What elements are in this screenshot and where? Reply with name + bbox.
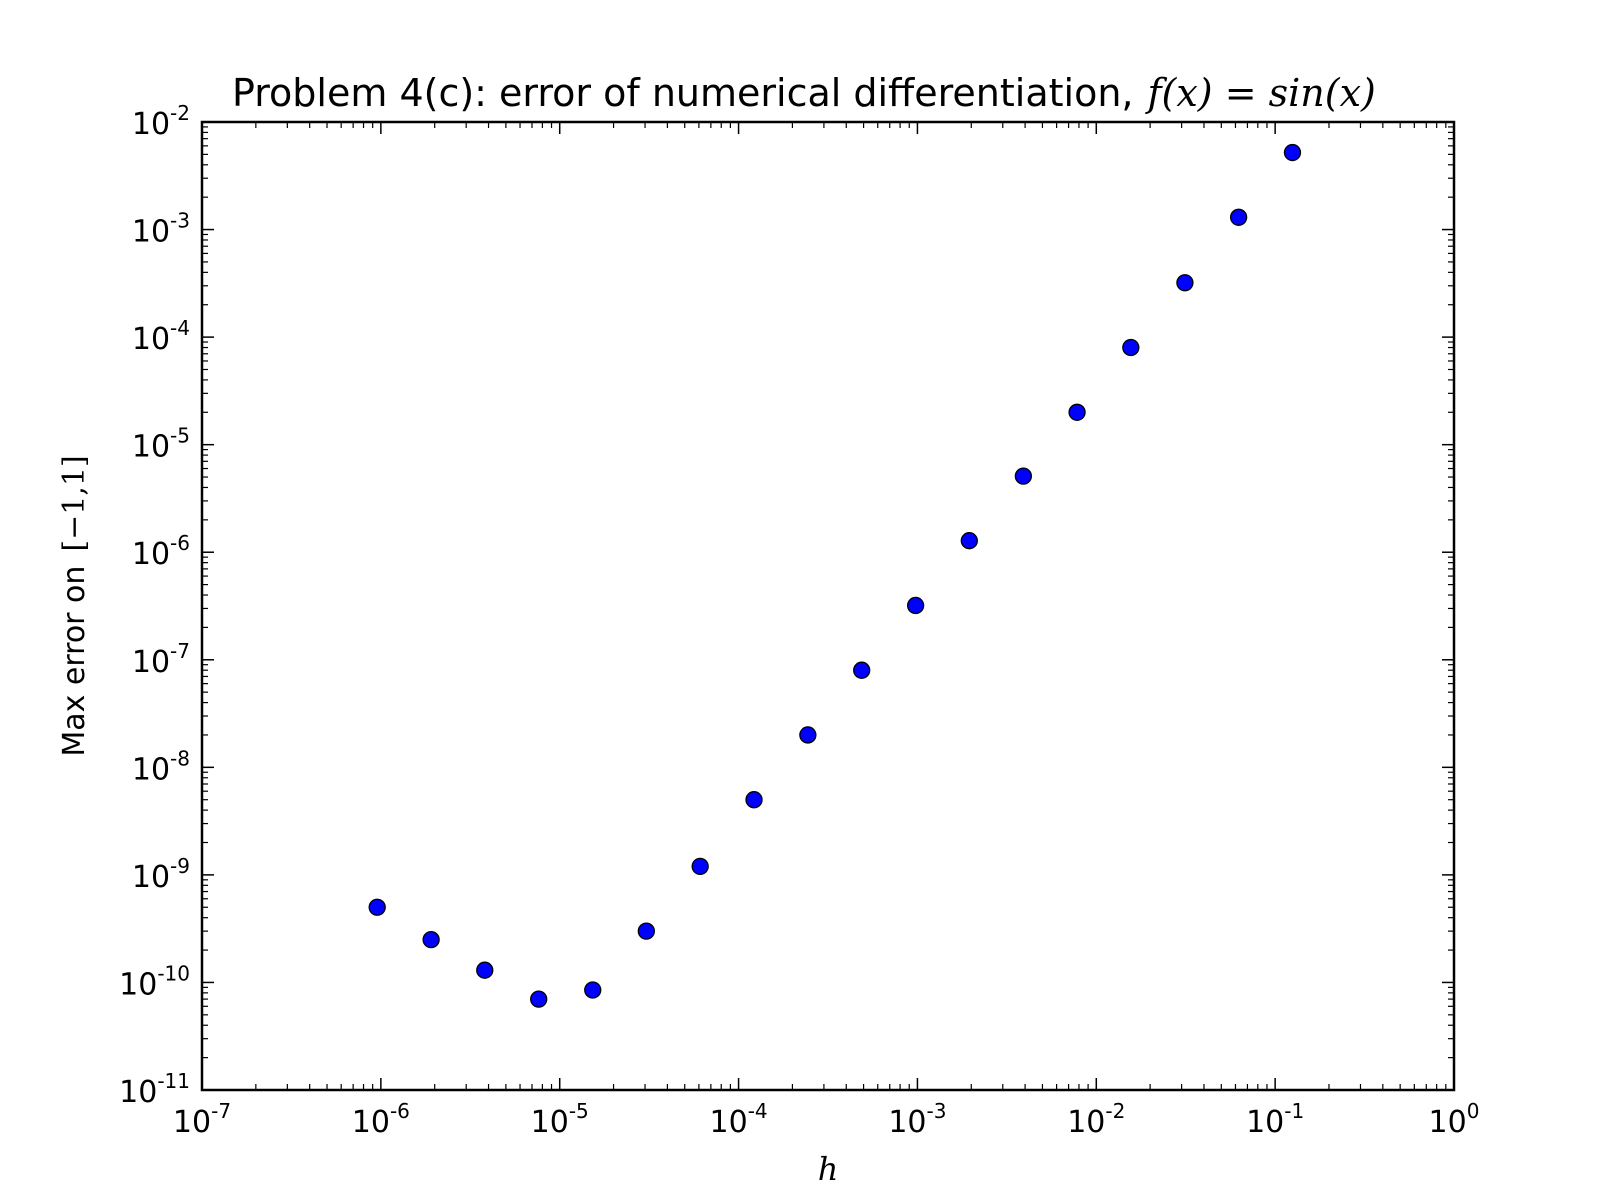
data-point xyxy=(1068,403,1086,421)
y-tick-label-exponent: -10 xyxy=(157,961,190,985)
x-tick-label-base: 10 xyxy=(1429,1105,1467,1140)
y-tick-label: 10-8 xyxy=(132,746,190,787)
x-tick-label-exponent: -7 xyxy=(211,1099,231,1123)
y-axis-label-text: Max error on xyxy=(57,566,92,757)
x-tick-label: 10-4 xyxy=(710,1099,768,1140)
chart-title-formula: f(x) = sin(x) xyxy=(1144,71,1375,115)
y-tick-label-exponent: -6 xyxy=(170,531,190,555)
x-tick-label-base: 10 xyxy=(1067,1105,1105,1140)
data-point xyxy=(637,922,655,940)
y-axis-tick-labels: 10-1110-1010-910-810-710-610-510-410-310… xyxy=(119,101,190,1110)
y-tick-label: 10-7 xyxy=(132,639,190,680)
x-tick-label-exponent: -5 xyxy=(569,1099,589,1123)
x-tick-label: 10-6 xyxy=(352,1099,410,1140)
data-point xyxy=(1229,208,1248,226)
y-tick-label-exponent: -8 xyxy=(170,746,190,770)
data-point xyxy=(799,726,817,744)
y-tick-label: 10-9 xyxy=(132,854,190,895)
x-tick-label-base: 10 xyxy=(352,1105,390,1140)
data-point xyxy=(906,596,925,615)
y-tick-label-base: 10 xyxy=(132,322,170,357)
y-tick-label-exponent: -3 xyxy=(170,209,190,233)
x-tick-label-exponent: -3 xyxy=(927,1099,947,1123)
x-tick-label-exponent: -4 xyxy=(748,1099,768,1123)
y-tick-label-base: 10 xyxy=(132,430,170,465)
data-point xyxy=(853,661,871,679)
svg-text:Problem 4(c): error of numeric: Problem 4(c): error of numerical differe… xyxy=(232,71,1376,115)
y-tick-label: 10-6 xyxy=(132,531,190,572)
y-tick-label-base: 10 xyxy=(132,645,170,680)
chart-title-text: Problem 4(c): error of numerical differe… xyxy=(232,71,1133,115)
y-tick-label: 10-4 xyxy=(132,316,190,357)
y-tick-label-base: 10 xyxy=(132,537,170,572)
x-tick-label-base: 10 xyxy=(888,1105,926,1140)
y-tick-label: 10-10 xyxy=(119,961,190,1002)
x-tick-label-exponent: 0 xyxy=(1467,1099,1480,1123)
y-tick-label: 10-2 xyxy=(132,101,190,142)
x-tick-label-exponent: -2 xyxy=(1105,1099,1125,1123)
y-tick-label: 10-5 xyxy=(132,424,190,465)
y-tick-label-base: 10 xyxy=(132,752,170,787)
data-point xyxy=(691,857,709,876)
y-tick-label-base: 10 xyxy=(132,860,170,895)
data-points xyxy=(368,143,1302,1008)
data-point xyxy=(368,898,386,916)
x-tick-label-base: 10 xyxy=(1246,1105,1284,1140)
data-point xyxy=(1122,338,1140,357)
data-point xyxy=(1176,274,1194,292)
y-tick-label-base: 10 xyxy=(119,967,157,1002)
x-tick-label-base: 10 xyxy=(531,1105,569,1140)
x-tick-label-base: 10 xyxy=(710,1105,748,1140)
x-tick-label: 10-1 xyxy=(1246,1099,1304,1140)
x-tick-label-base: 10 xyxy=(173,1105,211,1140)
y-tick-label-exponent: -9 xyxy=(170,854,190,878)
y-tick-label: 10-11 xyxy=(119,1069,190,1110)
y-tick-label-exponent: -5 xyxy=(170,424,190,448)
x-tick-label-exponent: -1 xyxy=(1284,1099,1304,1123)
data-point xyxy=(530,990,548,1008)
data-point xyxy=(584,981,602,999)
data-point xyxy=(422,930,440,949)
data-point xyxy=(745,791,763,809)
x-tick-label: 100 xyxy=(1429,1099,1480,1140)
x-axis-label: h xyxy=(818,1150,839,1188)
y-tick-label-exponent: -2 xyxy=(170,101,190,125)
y-tick-label-base: 10 xyxy=(132,107,170,142)
minor-ticks xyxy=(202,122,1454,1090)
x-tick-label-exponent: -6 xyxy=(390,1099,410,1123)
y-axis-label: Max error on [−1,1] xyxy=(57,455,92,756)
data-point xyxy=(960,532,978,550)
x-tick-label: 10-5 xyxy=(531,1099,589,1140)
y-tick-label-base: 10 xyxy=(119,1075,157,1110)
x-axis-tick-labels: 10-7 10-6 10-5 10-4 10-3 10-2 10-1 100 xyxy=(173,1099,1480,1140)
y-tick-label-exponent: -11 xyxy=(157,1069,190,1093)
x-tick-label: 10-3 xyxy=(888,1099,946,1140)
major-ticks xyxy=(201,121,1455,1091)
data-point xyxy=(1014,467,1032,485)
data-point xyxy=(476,961,494,979)
y-axis-label-interval: [−1,1] xyxy=(57,455,92,551)
x-tick-label: 10-7 xyxy=(173,1099,231,1140)
data-point xyxy=(1283,143,1302,162)
x-tick-label: 10-2 xyxy=(1067,1099,1125,1140)
chart-title: Problem 4(c): error of numerical differe… xyxy=(232,71,1376,115)
y-tick-label-base: 10 xyxy=(132,215,170,250)
plot-area xyxy=(200,120,1456,1092)
y-tick-label: 10-3 xyxy=(132,209,190,250)
y-tick-label-exponent: -7 xyxy=(170,639,190,663)
y-tick-label-exponent: -4 xyxy=(170,316,190,340)
